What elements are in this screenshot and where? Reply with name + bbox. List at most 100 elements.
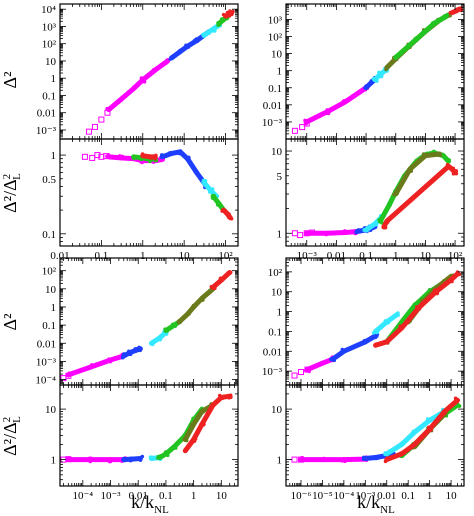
x-tick-label: 1 — [427, 490, 433, 502]
series-magenta — [291, 120, 310, 134]
y-axis-label: Δ² — [0, 72, 20, 89]
data-point — [453, 396, 458, 401]
y-tick-label: 0.01 — [37, 338, 56, 350]
x-tick-label: 10² — [448, 250, 463, 262]
data-point — [325, 231, 329, 236]
plot-area — [85, 9, 235, 135]
x-tick-label: 1 — [140, 250, 146, 262]
data-segment — [433, 273, 454, 291]
data-point — [332, 358, 337, 363]
data-point — [187, 157, 191, 161]
x-tick-label: 10² — [218, 250, 233, 262]
data-point — [154, 153, 158, 158]
data-segment — [407, 153, 428, 172]
data-point — [212, 286, 217, 291]
data-point — [383, 459, 388, 464]
data-point — [408, 166, 413, 170]
data-point — [385, 64, 389, 69]
y-tick-label: 10³ — [268, 14, 283, 26]
data-point — [209, 284, 214, 289]
y-tick-label: 1 — [51, 73, 57, 85]
data-segment — [88, 357, 114, 370]
data-point — [379, 73, 384, 78]
x-tick-label: 10⁻⁶ — [291, 490, 312, 502]
data-point — [362, 228, 366, 232]
data-segment — [399, 305, 421, 331]
data-point — [438, 153, 443, 158]
data-point — [210, 404, 214, 408]
data-point — [186, 312, 191, 316]
y-tick-label: 0.01 — [37, 108, 56, 120]
data-point — [451, 171, 456, 176]
data-point — [341, 458, 346, 462]
data-point — [184, 313, 188, 318]
data-point — [455, 399, 460, 404]
data-point — [231, 9, 235, 14]
panel-bottom-left-upper: 10⁻⁴ 10⁻³ 0.01 0.1 1 10 10² — [35, 257, 239, 387]
data-point — [416, 306, 421, 310]
y-tick-label: 0.01 — [263, 100, 282, 112]
y-tick-label: 10 — [271, 404, 283, 416]
data-point — [362, 341, 367, 345]
y-tick-label: 10³ — [42, 21, 57, 33]
data-point — [150, 342, 155, 346]
data-point — [457, 272, 462, 277]
data-point — [184, 43, 188, 48]
y-tick-label: 1 — [277, 307, 283, 319]
series-cyan — [371, 311, 400, 335]
data-segment — [413, 20, 437, 42]
data-segment — [427, 408, 448, 432]
series-red — [221, 9, 235, 19]
x-tick-label: 0.1 — [401, 490, 415, 502]
series-olive — [392, 151, 443, 197]
x-tick-label: 10 — [420, 250, 432, 262]
data-point — [371, 331, 376, 335]
x-tick-label: 0.1 — [359, 250, 373, 262]
panel-top-right-lower: 1 5 10 10⁻³ 0.01 0.1 1 10 10² — [271, 138, 465, 262]
data-point — [189, 422, 194, 427]
data-point — [220, 209, 224, 213]
x-tick-label: 10⁻⁴ — [72, 490, 93, 502]
data-point — [209, 188, 214, 192]
y-tick-label: 10 — [45, 284, 57, 296]
data-point — [228, 270, 233, 275]
series-red — [373, 270, 462, 348]
data-point — [182, 437, 187, 442]
data-point — [218, 276, 223, 281]
data-point — [442, 408, 447, 413]
series-magenta — [65, 352, 127, 378]
data-point — [67, 456, 71, 460]
data-point — [343, 348, 348, 352]
y-tick-label: 0.01 — [263, 346, 282, 358]
data-point — [122, 456, 126, 461]
data-point — [442, 14, 446, 19]
data-point — [91, 123, 98, 130]
data-point — [228, 9, 232, 13]
series-red — [448, 6, 464, 16]
data-point — [385, 220, 390, 224]
data-point — [383, 225, 388, 230]
data-point — [203, 32, 207, 36]
data-point — [356, 228, 361, 232]
series-olive — [384, 12, 452, 72]
panel-bottom-left-lower: 1 10 10⁻⁴ 10⁻³ 0.01 0.1 1 10 — [45, 384, 239, 502]
data-segment — [384, 325, 405, 345]
data-point — [394, 55, 398, 59]
data-point — [448, 166, 453, 170]
data-point — [291, 372, 298, 379]
y-axis-label-ratio: Δ²/Δ2L — [0, 416, 23, 456]
data-point — [178, 320, 182, 324]
data-point — [201, 298, 205, 302]
y-tick-label: 0.1 — [42, 229, 56, 241]
data-point — [444, 158, 449, 162]
y-tick-label: 10⁻³ — [36, 125, 57, 137]
series-red — [182, 393, 233, 454]
data-point — [304, 121, 309, 126]
x-tick-label: 0.01 — [129, 490, 148, 502]
data-point — [425, 417, 430, 421]
data-point — [291, 456, 298, 463]
y-tick-label: 0.1 — [42, 90, 56, 102]
data-point — [386, 204, 391, 209]
data-point — [383, 452, 387, 457]
data-point — [199, 411, 203, 415]
